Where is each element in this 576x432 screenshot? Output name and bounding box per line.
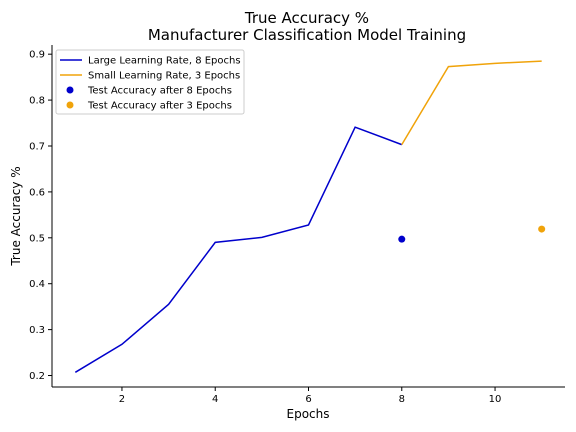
x-tick-label: 4 [212,394,218,405]
y-tick-label: 0.9 [29,50,45,61]
scatter-point-2 [398,235,406,243]
legend-entry-label: Test Accuracy after 3 Epochs [87,101,232,112]
y-tick-label: 0.4 [29,279,45,290]
series-line-1 [401,60,542,146]
legend-entry-label: Large Learning Rate, 8 Epochs [88,56,241,67]
x-tick-label: 8 [399,394,405,405]
legend-box [55,49,245,115]
legend-point-swatch [66,86,74,94]
y-tick-label: 0.7 [29,141,45,152]
scatter-point-3 [538,225,546,233]
series-line-0 [74,126,403,373]
legend: Large Learning Rate, 8 Epochs Small Learn… [55,49,245,115]
x-tick-label: 10 [489,394,502,405]
chart-title-line-1: True Accuracy % [244,9,369,27]
x-axis-label: Epochs [287,407,330,421]
y-axis-label: True Accuracy % [9,166,23,266]
y-tick-label: 0.3 [29,325,45,336]
legend-entry-label: Small Learning Rate, 3 Epochs [88,71,240,82]
chart-title-line-2: Manufacturer Classification Model Traini… [148,26,466,44]
ticks: 2 4 6 8 10 0.2 0.3 0.4 0.5 0.6 0.7 0.8 0.9 [29,50,501,405]
y-tick-label: 0.6 [29,187,45,198]
legend-entry-label: Test Accuracy after 8 Epochs [87,86,232,97]
x-tick-label: 2 [119,394,125,405]
x-tick-label: 6 [305,394,311,405]
y-tick-label: 0.5 [29,233,45,244]
legend-point-swatch [66,101,74,109]
y-tick-label: 0.2 [29,371,45,382]
plot-area [74,60,546,373]
y-tick-label: 0.8 [29,96,45,107]
